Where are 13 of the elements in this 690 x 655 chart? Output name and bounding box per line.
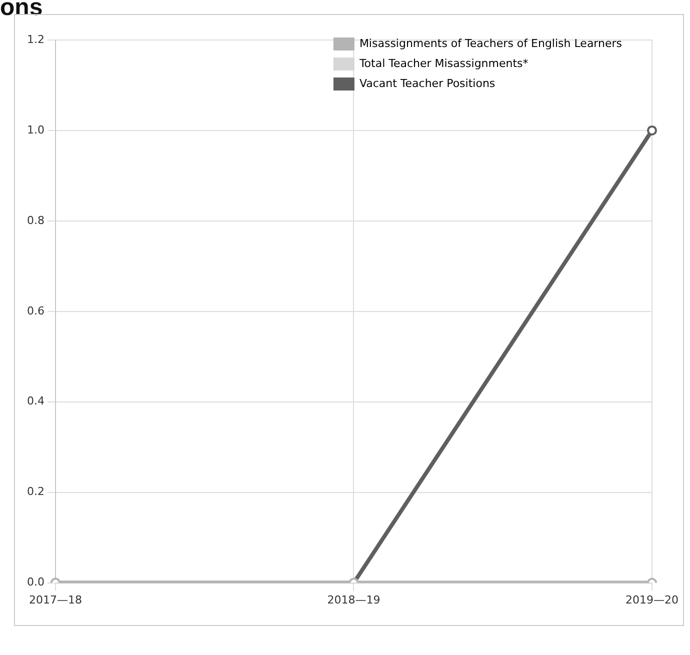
legend-label: Vacant Teacher Positions	[359, 76, 496, 90]
y-tick-label: 1.0	[26, 123, 44, 136]
y-tick-label: 1.2	[26, 32, 44, 46]
y-tick-label: 0.8	[26, 214, 44, 227]
y-tick-label: 0.6	[26, 304, 44, 318]
x-tick-label: 2018—19	[327, 593, 380, 606]
legend-label: Misassignments of Teachers of English Learners	[359, 36, 622, 50]
y-tick-label: 0.0	[26, 576, 44, 589]
y-tick-label: 0.2	[26, 485, 44, 498]
x-tick-label: 2017—18	[28, 593, 82, 606]
y-tick-label: 0.4	[26, 394, 44, 408]
x-tick-label: 2019—20	[626, 593, 678, 606]
legend-label: Total Teacher Misassignments*	[358, 56, 529, 70]
